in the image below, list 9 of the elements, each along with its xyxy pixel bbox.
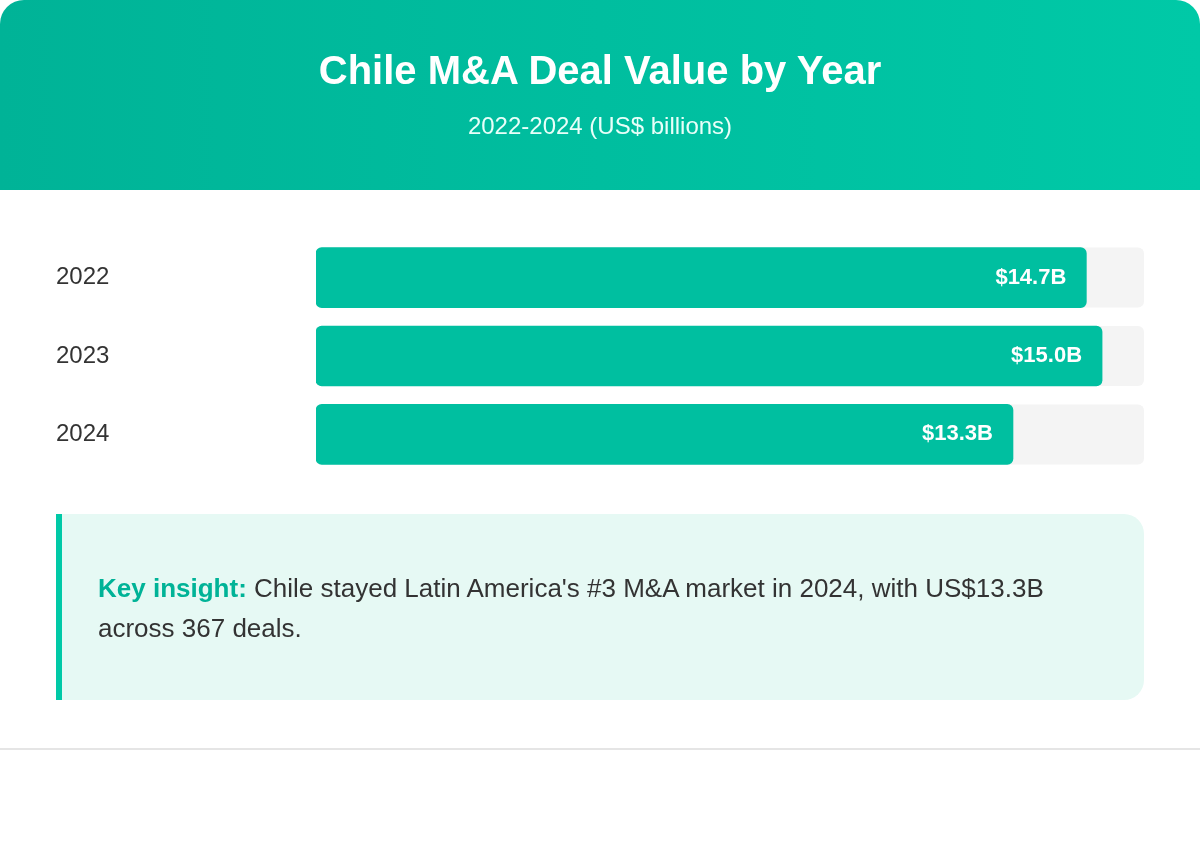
chart-title: Chile M&A Deal Value by Year	[317, 48, 883, 93]
data-label: $14.7B	[995, 263, 1067, 289]
chart-subtitle: 2022-2024 (US$ billions)	[466, 112, 734, 140]
y-tick-label: 2024	[56, 419, 110, 447]
data-label: $13.3B	[922, 420, 993, 446]
text: Key insight: Chile stayed Latin America's #3 M&A market in 2024, with US$13.3B across 367 deals.	[98, 572, 1045, 645]
y-tick-label: 2022	[56, 262, 110, 290]
y-tick-label: 2023	[56, 340, 110, 368]
data-label: $15.0B	[1011, 342, 1083, 368]
